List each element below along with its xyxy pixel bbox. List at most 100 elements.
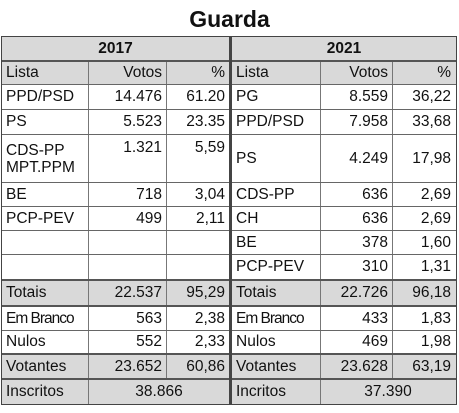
percent-value: 36,22: [412, 88, 451, 105]
party-name: PCP-PEV: [2, 207, 89, 230]
totais-votes: 22.726: [321, 281, 393, 305]
totais-label: Totais: [232, 281, 321, 305]
table-row: [2, 255, 229, 281]
votes-value: 5.523: [89, 110, 167, 134]
inscritos-value: 37.390: [364, 383, 412, 400]
nulos-votes: 552: [89, 331, 167, 353]
totais-label: Totais: [2, 281, 89, 305]
year-label: 2017: [98, 39, 133, 57]
col-votos-header: Votos: [321, 62, 393, 84]
party-name: CDS-PP: [232, 183, 321, 206]
table-row: BE 718 3,04: [2, 183, 229, 207]
page-title: Guarda: [189, 6, 270, 32]
percent-value: 17,98: [412, 149, 451, 167]
votes-value: [89, 255, 167, 279]
party-name: PCP-PEV: [232, 255, 321, 279]
nulos-votes: 469: [321, 331, 393, 353]
inscritos-row: Inscritos 38.866: [2, 380, 229, 404]
votes-value: 636: [321, 207, 393, 230]
table-row: PPD/PSD 7.958 33,68: [232, 110, 456, 135]
percent-value: 1,60: [420, 233, 451, 251]
votes-value: 378: [321, 231, 393, 254]
em-branco-label: Em Branco: [232, 307, 321, 330]
votes-value: 4.249: [321, 135, 393, 182]
percent-value: [167, 231, 229, 254]
year-label: 2021: [326, 39, 362, 57]
votantes-label: Votantes: [2, 355, 89, 378]
percent-value: 2,69: [420, 209, 451, 227]
col-votos-header: Votos: [89, 62, 167, 84]
votantes-percent: 60,86: [186, 357, 225, 375]
table-row: PS 4.249 17,98: [232, 135, 456, 183]
nulos-percent: 2,33: [194, 333, 225, 350]
percent-value: [167, 255, 229, 279]
votes-value: 1.321: [89, 135, 167, 182]
nulos-row: Nulos 552 2,33: [2, 331, 229, 355]
percent-value: 3,04: [194, 185, 225, 203]
totais-percent: 95,29: [186, 284, 225, 301]
totais-row: Totais 22.726 96,18: [232, 281, 456, 307]
inscritos-value: 38.866: [135, 383, 183, 400]
percent-value: 61.20: [186, 88, 225, 105]
totais-percent: 96,18: [412, 284, 451, 301]
totais-votes: 22.537: [89, 281, 167, 305]
year-header-row: 2021: [232, 37, 456, 62]
column-header-row: Lista Votos %: [2, 62, 229, 85]
em-branco-row: Em Branco 563 2,38: [2, 307, 229, 331]
percent-value: 2,11: [195, 209, 225, 227]
votantes-label: Votantes: [232, 355, 321, 378]
votantes-percent: 63,19: [412, 357, 451, 375]
votes-value: 310: [321, 255, 393, 279]
col-percent-header: %: [211, 64, 225, 81]
table-row: PG 8.559 36,22: [232, 85, 456, 110]
nulos-percent: 1,98: [420, 333, 451, 350]
em-branco-row: Em Branco 433 1,83: [232, 307, 456, 331]
party-name-line: CDS-PP: [6, 141, 65, 159]
results-table-2017: 2017 Lista Votos % PPD/PSD 14.476 61.20 …: [1, 36, 230, 405]
votes-value: 636: [321, 183, 393, 206]
votantes-votes: 23.652: [89, 355, 167, 378]
votes-value: 14.476: [89, 85, 167, 109]
nulos-row: Nulos 469 1,98: [232, 331, 456, 355]
party-name: [2, 255, 89, 279]
votes-value: [89, 231, 167, 254]
percent-value: 33,68: [412, 113, 451, 130]
em-branco-percent: 1,83: [420, 309, 451, 327]
party-name: PPD/PSD: [232, 110, 321, 134]
column-header-row: Lista Votos %: [232, 62, 456, 85]
party-name: PPD/PSD: [2, 85, 89, 109]
inscritos-row: Incritos 37.390: [232, 380, 456, 404]
col-lista-header: Lista: [2, 62, 89, 84]
percent-value: 2,69: [420, 185, 451, 203]
percent-value: 1,31: [420, 258, 451, 275]
party-name: CH: [232, 207, 321, 230]
party-name: PG: [232, 85, 321, 109]
inscritos-label: Incritos: [232, 380, 321, 404]
em-branco-label: Em Branco: [2, 307, 89, 330]
votantes-row: Votantes 23.628 63,19: [232, 355, 456, 380]
votes-value: 718: [89, 183, 167, 206]
votes-value: 499: [89, 207, 167, 230]
em-branco-votes: 433: [321, 307, 393, 330]
results-table-2021: 2021 Lista Votos % PG 8.559 36,22 PPD/PS…: [230, 36, 457, 405]
table-row: BE 378 1,60: [232, 231, 456, 255]
percent-value: 23.35: [186, 113, 225, 130]
year-header-row: 2017: [2, 37, 229, 62]
party-name: [2, 231, 89, 254]
percent-value: 5,59: [194, 139, 225, 156]
totais-row: Totais 22.537 95,29: [2, 281, 229, 307]
party-name-line: MPT.PPM: [6, 158, 75, 176]
em-branco-percent: 2,38: [194, 309, 225, 327]
table-row: CH 636 2,69: [232, 207, 456, 231]
table-row: PCP-PEV 310 1,31: [232, 255, 456, 281]
party-name: BE: [2, 183, 89, 206]
votes-value: 7.958: [321, 110, 393, 134]
table-row: PS 5.523 23.35: [2, 110, 229, 135]
table-row: PPD/PSD 14.476 61.20: [2, 85, 229, 110]
em-branco-votes: 563: [89, 307, 167, 330]
table-row: CDS-PP MPT.PPM 1.321 5,59: [2, 135, 229, 183]
inscritos-label: Inscritos: [2, 380, 89, 404]
table-row: [2, 231, 229, 255]
votantes-votes: 23.628: [321, 355, 393, 378]
party-name: CDS-PP MPT.PPM: [2, 135, 89, 182]
